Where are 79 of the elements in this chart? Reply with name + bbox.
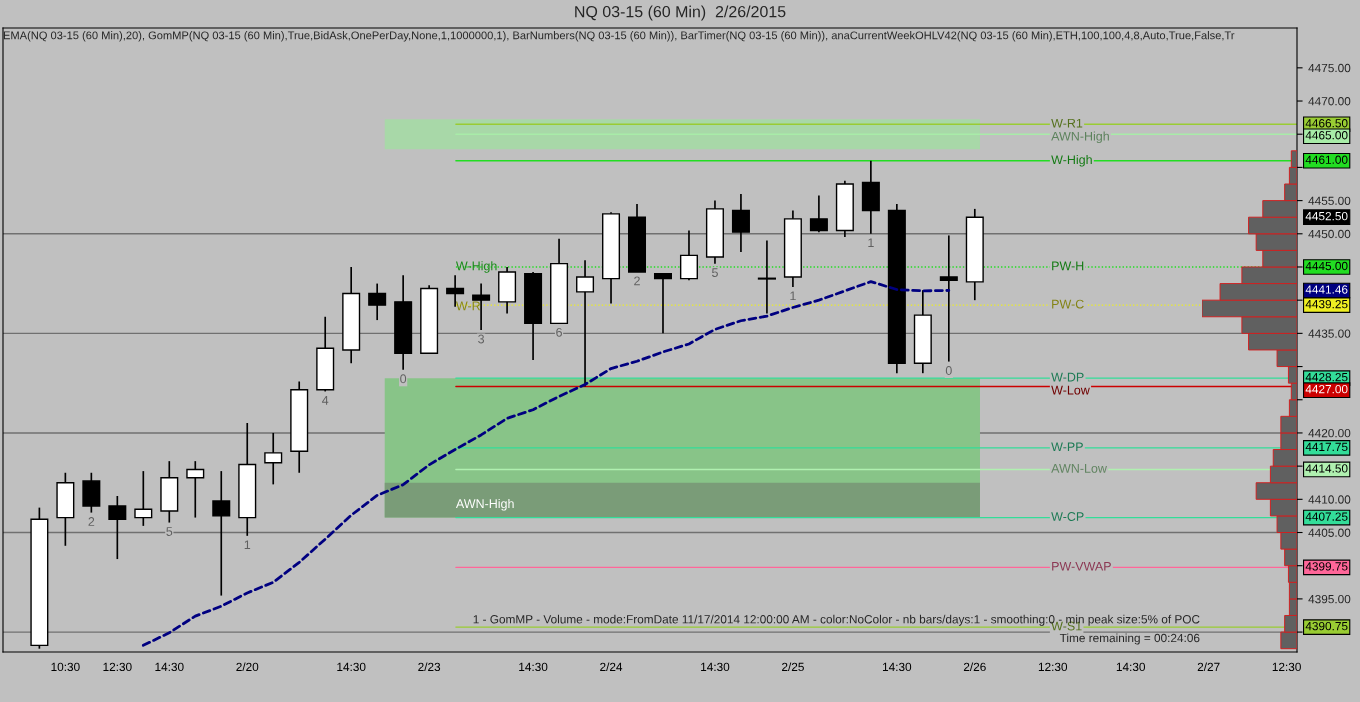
annotation: W-R: [455, 301, 481, 311]
text: 4466.50: [1305, 119, 1348, 128]
text: 4414.50: [1305, 464, 1348, 473]
x-tick-label: 14:30: [1116, 662, 1146, 672]
text: 4461.00: [1305, 155, 1348, 164]
text: 4390.75: [1305, 621, 1348, 631]
text: 4: [322, 396, 329, 405]
y-tick-label: 4450.00: [1308, 229, 1351, 239]
ref-line-label: PW-C: [1052, 299, 1084, 309]
candlestick: [731, 193, 750, 253]
x-tick-label: 14:30: [337, 662, 366, 672]
candlestick: [108, 495, 127, 560]
x-tick-label: 2/25: [782, 662, 804, 672]
ref-line-label: W-CP: [1051, 512, 1084, 521]
text: 4439.25: [1305, 299, 1348, 309]
candlestick: [212, 470, 231, 597]
x-tick-label: 2/24: [600, 662, 623, 672]
x-tick-label: 12:30: [1272, 662, 1301, 672]
candlestick: [679, 229, 698, 282]
ref-line-label: PW-H: [1052, 261, 1084, 271]
x-tick-label: 10:30: [51, 662, 80, 672]
text: 2: [634, 276, 640, 286]
text: 6: [556, 327, 562, 337]
text: 4445.00: [1305, 261, 1348, 271]
y-tick-label: 4405.00: [1308, 528, 1351, 537]
ref-line-label: W-DP: [1051, 372, 1084, 382]
ref-line-label: PW-VWAP: [1052, 561, 1111, 571]
candlestick: [939, 234, 958, 363]
text: 1: [868, 238, 874, 248]
candlestick: [368, 282, 387, 321]
y-tick-label: 4470.00: [1308, 97, 1351, 106]
x-tick-label: 14:30: [155, 662, 184, 672]
text: 4427.00: [1305, 384, 1348, 394]
text: 1: [790, 291, 796, 301]
text: 3: [478, 334, 485, 344]
annotation: AWN-High: [455, 498, 514, 511]
annotation: Time remaining = 00:24:06: [1059, 633, 1200, 645]
ref-line-label: W-R1: [1051, 118, 1083, 128]
ref-line-label: W-PP: [1051, 442, 1083, 452]
y-tick-label: 4395.00: [1308, 594, 1351, 604]
candlestick: [186, 460, 205, 519]
y-tick-label: 4455.00: [1308, 196, 1351, 205]
text: 1: [244, 540, 251, 550]
x-tick-label: 12:30: [1038, 662, 1068, 672]
candlestick: [809, 194, 828, 233]
ref-line-label: AWN-Low: [1051, 464, 1107, 473]
text: 5: [166, 527, 173, 536]
annotation: W-High: [455, 261, 497, 273]
y-tick-label: 4410.00: [1308, 495, 1351, 504]
x-tick-label: 14:30: [519, 662, 548, 672]
chart-title: NQ 03-15 (60 Min) 2/26/2015: [575, 5, 786, 21]
x-tick-label: 14:30: [882, 662, 912, 672]
chart-subtitle: EMA(NQ 03-15 (60 Min),20), GomMP(NQ 03-15 (60 Min),True,BidAsk,OnePerDay,None,1,1000000,1), BarNumbers(NQ 03-15 (60 Min)), BarTimer(NQ 03-15 (60 Min)), anaCurrentWeekOHLV42(NQ 03-15 (60 Min),ETH,100,100,4,8,Auto,True,False,Tr: [3, 31, 1235, 42]
x-tick-label: 2/23: [418, 662, 441, 672]
text: 4399.75: [1305, 562, 1348, 571]
ref-line-label: W-Low: [1051, 385, 1090, 395]
x-tick-label: 2/27: [1197, 662, 1220, 672]
x-tick-label: 12:30: [103, 662, 132, 672]
text: 4428.25: [1305, 372, 1348, 382]
text: 0: [945, 366, 952, 375]
text: 4441.46: [1305, 285, 1348, 294]
y-tick-label: 4435.00: [1308, 329, 1351, 338]
text: 2: [88, 517, 95, 526]
x-tick-label: 2/26: [963, 662, 986, 672]
candlestick: [264, 432, 283, 486]
ref-line-label: W-High: [1051, 154, 1092, 167]
x-tick-label: 2/20: [236, 662, 259, 672]
x-tick-label: 14:30: [701, 662, 730, 672]
text: 4407.25: [1305, 512, 1348, 521]
text: 4465.00: [1305, 131, 1348, 140]
text: 4417.75: [1305, 442, 1348, 452]
candlestick: [653, 272, 673, 335]
y-tick-label: 4420.00: [1308, 428, 1351, 438]
candlestick: [134, 470, 153, 527]
y-tick-label: 4475.00: [1308, 63, 1351, 73]
text: 0: [400, 374, 407, 384]
text: 4452.50: [1305, 212, 1348, 221]
text: 5: [711, 268, 718, 278]
ref-line-label: AWN-High: [1051, 131, 1109, 144]
